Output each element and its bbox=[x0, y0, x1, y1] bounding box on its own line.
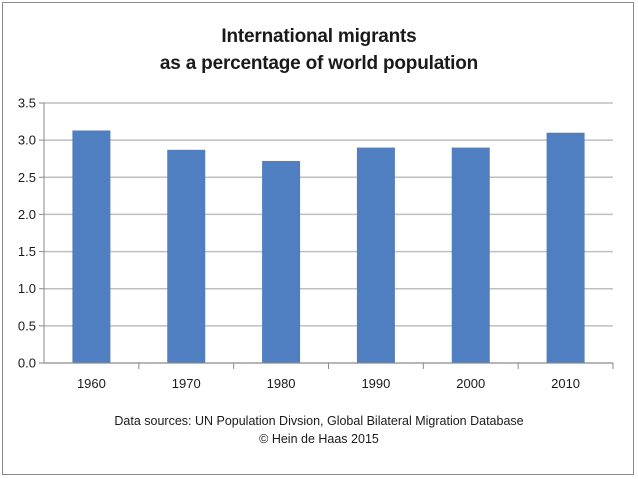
bar-2010 bbox=[546, 132, 585, 363]
y-tick-label: 0.5 bbox=[18, 318, 36, 333]
x-category-label: 2000 bbox=[456, 376, 485, 391]
y-tick-label: 3.0 bbox=[18, 133, 36, 148]
y-tick-label: 0.0 bbox=[18, 356, 36, 371]
x-category-label: 1990 bbox=[361, 376, 390, 391]
bar-1990 bbox=[356, 147, 395, 363]
bar-1980 bbox=[262, 160, 301, 363]
y-tick-label: 3.5 bbox=[18, 96, 36, 111]
chart-title-line-1: International migrants bbox=[221, 26, 417, 47]
x-category-label: 1970 bbox=[172, 376, 201, 391]
bar-1970 bbox=[167, 149, 206, 363]
y-tick-label: 1.0 bbox=[18, 281, 36, 296]
bar-2000 bbox=[451, 147, 490, 363]
y-tick-label: 2.0 bbox=[18, 207, 36, 222]
y-tick-label: 1.5 bbox=[18, 244, 36, 259]
x-category-label: 1960 bbox=[77, 376, 106, 391]
data-sources-note: Data sources: UN Population Divsion, Glo… bbox=[114, 414, 524, 428]
y-tick-label: 2.5 bbox=[18, 170, 36, 185]
copyright-note: © Hein de Haas 2015 bbox=[259, 432, 379, 446]
chart-title-line-2: as a percentage of world population bbox=[159, 53, 479, 74]
x-category-label: 2010 bbox=[551, 376, 580, 391]
bar-1960 bbox=[72, 130, 111, 363]
x-category-label: 1980 bbox=[267, 376, 296, 391]
